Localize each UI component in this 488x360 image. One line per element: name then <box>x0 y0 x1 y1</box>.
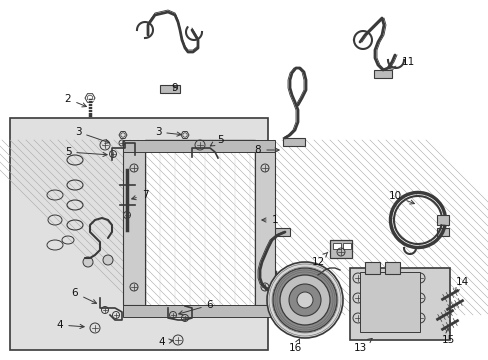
Text: 6: 6 <box>72 288 96 303</box>
Bar <box>160 85 180 93</box>
Bar <box>359 272 419 332</box>
Text: 15: 15 <box>441 329 454 345</box>
Text: 9: 9 <box>171 83 178 93</box>
Circle shape <box>288 284 320 316</box>
Text: 4: 4 <box>57 320 84 330</box>
Text: 4: 4 <box>159 337 173 347</box>
Bar <box>145 140 254 315</box>
Circle shape <box>103 255 113 265</box>
Bar <box>273 228 289 236</box>
Bar <box>260 271 275 279</box>
Text: 16: 16 <box>288 339 301 353</box>
Circle shape <box>296 292 312 308</box>
Circle shape <box>83 257 93 267</box>
Bar <box>123 140 274 152</box>
Text: 5: 5 <box>210 135 223 146</box>
Circle shape <box>272 268 336 332</box>
Bar <box>10 118 267 350</box>
Bar <box>123 305 274 317</box>
Text: 12: 12 <box>311 252 327 267</box>
Text: 7: 7 <box>131 190 148 200</box>
Bar <box>373 70 391 78</box>
Text: 6: 6 <box>178 300 213 315</box>
Bar <box>283 138 305 146</box>
Text: 11: 11 <box>388 57 414 69</box>
Text: 8: 8 <box>254 145 279 155</box>
Text: 3: 3 <box>75 127 109 143</box>
Bar <box>342 243 350 249</box>
Circle shape <box>266 262 342 338</box>
Bar <box>384 262 399 274</box>
Text: 14: 14 <box>454 277 468 292</box>
Bar <box>436 228 448 236</box>
Bar <box>364 262 379 274</box>
Bar <box>436 215 448 225</box>
Bar <box>254 150 274 305</box>
Bar <box>349 268 449 340</box>
Bar <box>332 243 340 249</box>
Text: 1: 1 <box>262 215 278 225</box>
Text: 3: 3 <box>154 127 181 137</box>
Bar <box>123 150 145 305</box>
Text: 13: 13 <box>353 338 371 353</box>
Circle shape <box>280 275 329 325</box>
Text: 5: 5 <box>64 147 107 157</box>
Text: 10: 10 <box>387 191 413 204</box>
Text: 2: 2 <box>64 94 86 107</box>
Bar <box>329 240 351 258</box>
